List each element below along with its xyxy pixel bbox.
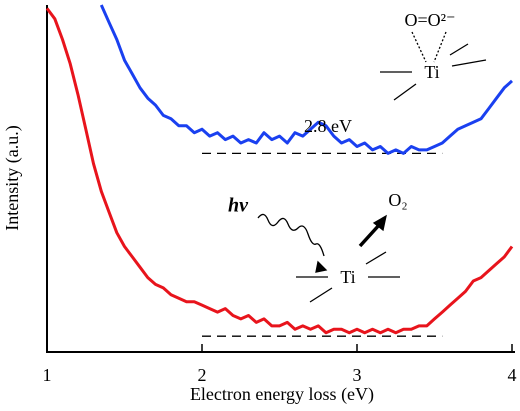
annotation: Ti — [340, 267, 355, 287]
x-axis-label: Electron energy loss (eV) — [190, 384, 374, 405]
line-series — [99, 4, 514, 155]
x-tick-label: 3 — [353, 365, 362, 385]
annotation: hν — [228, 195, 249, 217]
line-series — [45, 7, 514, 335]
y-axis-label: Intensity (a.u.) — [2, 125, 23, 230]
annotation: 2.8 eV — [304, 116, 352, 136]
diagram — [257, 31, 487, 303]
annotation: O₂ — [388, 190, 407, 210]
x-tick-label: 2 — [198, 365, 207, 385]
x-tick-label: 4 — [508, 365, 517, 385]
annotation: O=O²⁻ — [404, 10, 455, 30]
x-tick-label: 1 — [43, 365, 52, 385]
annotation: Ti — [424, 62, 439, 82]
